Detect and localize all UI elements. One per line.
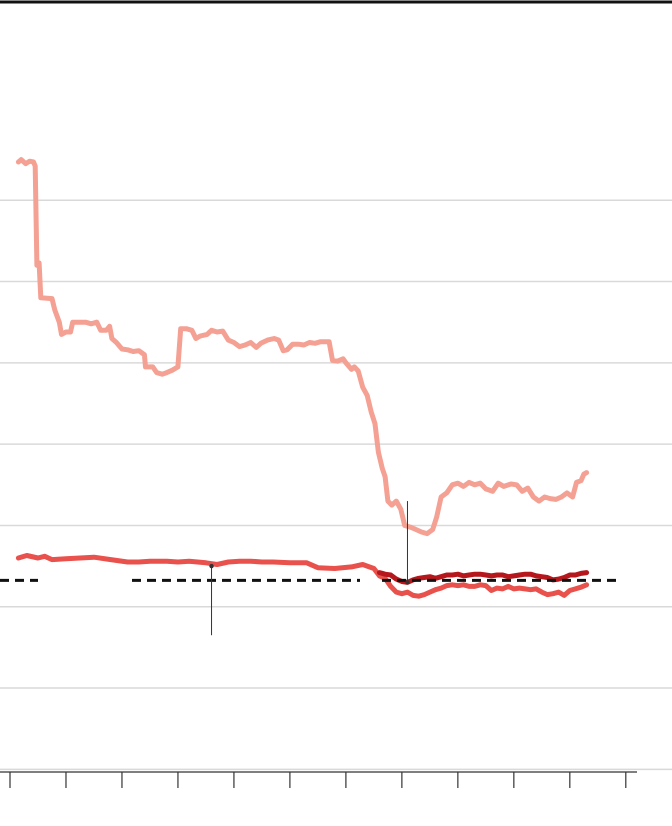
gridlines <box>0 199 672 771</box>
annotation-leaders <box>209 501 410 636</box>
series-line <box>15 553 590 599</box>
series-line <box>15 157 590 537</box>
annotation-dot <box>405 580 410 585</box>
series-lines <box>15 157 590 599</box>
annotation-dot <box>209 563 214 569</box>
x-axis <box>0 771 637 788</box>
